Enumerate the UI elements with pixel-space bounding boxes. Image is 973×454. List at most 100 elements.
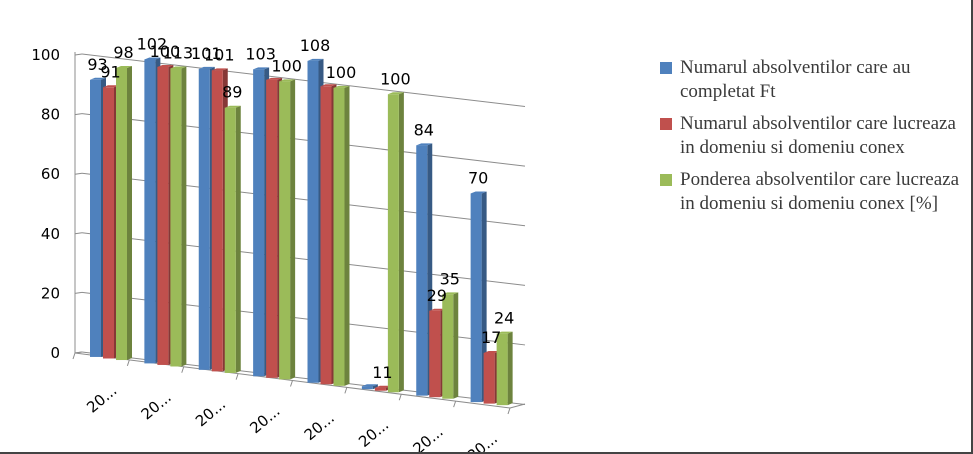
data-label: 89: [222, 83, 242, 102]
data-label: 100: [150, 42, 181, 61]
y-tick-label: 60: [41, 165, 60, 183]
bar-side: [181, 66, 187, 367]
data-label: 113: [163, 43, 194, 62]
x-tick-label: 20...: [355, 416, 392, 451]
bar-top: [198, 66, 215, 69]
bar: [429, 310, 441, 398]
bar-top: [279, 79, 296, 82]
legend-label-share: Ponderea absolventilor care lucreaza in …: [680, 169, 960, 214]
bar: [224, 107, 236, 373]
bar-top: [320, 84, 337, 87]
legend-label-completed: Numarul absolventilor care au completat …: [680, 57, 911, 102]
bar: [211, 70, 223, 372]
legend-swatch-employed: [660, 118, 672, 130]
bar-side: [398, 92, 404, 393]
x-tick-label: 20...: [138, 388, 175, 423]
data-label: 108: [300, 36, 331, 55]
bar: [307, 60, 319, 383]
data-label: 29: [427, 286, 447, 305]
data-label: 24: [494, 309, 514, 328]
bar: [90, 79, 101, 357]
bar-top: [144, 57, 161, 60]
bar-side: [127, 65, 132, 361]
bar-side: [290, 79, 296, 380]
data-label: 84: [414, 120, 434, 139]
data-label: 100: [326, 63, 357, 82]
legend-label-employed: Numarul absolventilor care lucreaza in d…: [680, 113, 956, 158]
bar-top: [361, 384, 378, 387]
data-label: 101: [191, 44, 222, 63]
bar-top: [429, 308, 446, 311]
legend: Numarul absolventilor care au completat …: [660, 56, 965, 224]
bar: [416, 145, 428, 396]
bar: [496, 333, 508, 406]
bar: [387, 94, 399, 393]
y-tick-label: 100: [31, 46, 60, 64]
bar-top: [253, 67, 270, 70]
bar-side: [481, 191, 487, 403]
bar-top: [116, 65, 132, 68]
bar: [374, 387, 386, 391]
bar-top: [483, 350, 500, 353]
y-tick-label: 20: [41, 284, 60, 302]
data-label: 98: [113, 43, 133, 62]
data-label: 100: [271, 56, 302, 75]
data-label: 11: [372, 363, 392, 382]
bar: [266, 79, 278, 378]
data-label: 102: [137, 34, 168, 53]
bar-top: [470, 191, 487, 194]
bar: [279, 81, 291, 380]
x-tick-label: 20...: [83, 381, 120, 416]
bar: [116, 67, 127, 361]
bar-top: [211, 68, 228, 71]
bar-side: [235, 105, 241, 373]
bar: [361, 386, 373, 390]
bar: [470, 193, 482, 403]
data-label: 91: [100, 62, 120, 81]
bar-top: [333, 85, 350, 88]
y-tick-label: 0: [50, 344, 60, 362]
data-label: 100: [380, 69, 411, 88]
x-tick-label: 20...: [192, 395, 229, 430]
bar-side: [453, 292, 459, 399]
x-tick-label: 20...: [464, 429, 501, 454]
x-tick-label: 20...: [246, 402, 283, 437]
legend-swatch-completed: [660, 62, 672, 74]
x-tick-label: 20...: [301, 409, 338, 444]
bar-top: [224, 105, 241, 108]
legend-item-completed: Numarul absolventilor care au completat …: [660, 56, 965, 104]
bar-top: [157, 64, 174, 67]
frame-edge-bottom: [0, 452, 973, 454]
legend-item-share: Ponderea absolventilor care lucreaza in …: [660, 168, 965, 216]
bar-side: [344, 85, 350, 386]
legend-item-employed: Numarul absolventilor care lucreaza in d…: [660, 112, 965, 160]
bar-top: [416, 143, 433, 146]
data-label: 101: [204, 45, 235, 64]
y-tick-label: 40: [41, 225, 60, 243]
bar: [198, 68, 210, 370]
bar: [103, 87, 114, 359]
bar-top: [90, 77, 106, 80]
bars: [90, 57, 513, 406]
data-label: 35: [440, 269, 460, 288]
legend-swatch-share: [660, 174, 672, 186]
bar: [157, 66, 169, 365]
bar: [442, 294, 454, 399]
data-label: 93: [87, 55, 107, 74]
bar-top: [266, 77, 283, 80]
bar-top: [442, 292, 459, 295]
bar: [333, 87, 345, 386]
bar: [483, 352, 495, 404]
y-tick-label: 80: [41, 106, 60, 124]
bar-side: [507, 331, 513, 406]
bar-top: [387, 92, 404, 95]
x-tick-label: 20...: [409, 423, 446, 454]
bar-top: [103, 85, 119, 88]
data-label: 103: [245, 44, 276, 63]
bar: [144, 59, 156, 364]
bar-side: [372, 384, 378, 390]
bar-top: [307, 58, 324, 61]
